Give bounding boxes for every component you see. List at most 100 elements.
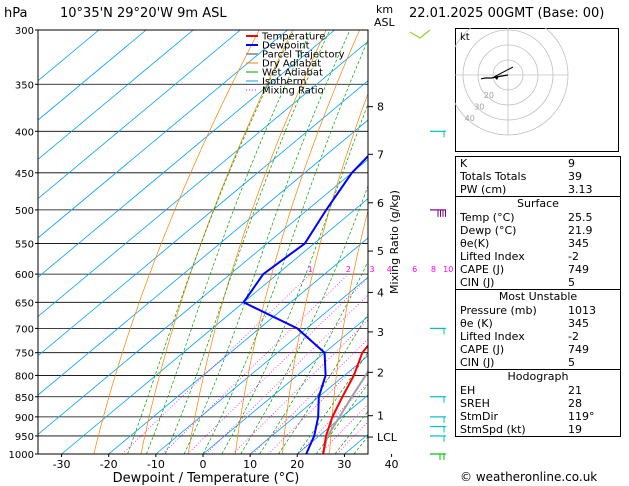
dry-adiabat-line [187,30,327,454]
index-row: CIN (J) 5 [456,276,620,289]
hodograph-ring-label: 30 [474,103,484,112]
index-label: PW (cm) [460,183,507,196]
index-row: θe (K) 345 [456,317,620,330]
temperature-tick-label: -30 [53,458,71,471]
index-label: CIN (J) [460,356,495,369]
height-tick-label: 1 [377,410,384,423]
mixing-ratio-label: 1 [308,265,313,274]
index-value: 3.13 [568,183,593,196]
index-label: Pressure (mb) [460,304,537,317]
hodograph-unit: kt [460,32,470,43]
index-value: 21.9 [568,224,593,237]
hpa-label: hPa [4,6,28,21]
index-value: 749 [568,343,589,356]
hodograph-trace [480,66,514,80]
height-tick-label: LCL [377,431,398,444]
chart-grid [38,30,368,454]
credit: © weatheronline.co.uk [460,470,598,484]
isotherm-line [249,355,368,454]
wet-adiabat-line [240,184,368,454]
location-title: 10°35'N 29°20'W 9m ASL [60,6,227,21]
mixing-ratio-line [252,338,368,454]
index-label: EH [460,384,476,397]
dry-adiabat-line [329,209,368,454]
unstable-title: Most Unstable [456,289,620,304]
index-value: 1013 [568,304,596,317]
x-axis-label: Dewpoint / Temperature (°C) [113,471,300,486]
index-label: Totals Totals [460,170,527,183]
storm-motion-arrowhead [494,76,499,80]
index-label: Lifted Index [460,250,525,263]
index-value: 39 [568,170,582,183]
isotherm-line [38,80,368,357]
wet-adiabat-line [127,30,295,454]
legend-entry: Temperature [261,32,325,43]
legend-entry: Dewpoint [262,41,310,52]
dry-adiabat-line [234,30,360,454]
pressure-tick-label: 700 [15,324,34,335]
index-value: -2 [568,250,579,263]
hodograph-frame [455,28,619,152]
isotherm-line [38,30,147,121]
isotherm-line [38,158,368,435]
index-label: Temp (°C) [460,211,515,224]
wet-adiabat-line [146,30,312,454]
pressure-tick-label: 1000 [9,450,34,461]
index-label: CAPE (J) [460,343,505,356]
index-label: CAPE (J) [460,263,505,276]
index-label: CIN (J) [460,276,495,289]
wet-adiabat-line [202,39,368,454]
index-label: K [460,157,468,170]
mixing-ratio-line [162,273,349,454]
index-row: CIN (J) 5 [456,356,620,369]
mixing-ratio-label: 10 [443,265,453,274]
isotherm-line [38,30,335,278]
index-row: Dewp (°C) 21.9 [456,224,620,237]
legend-entry: Isotherm [262,77,306,88]
hodograph-indices: EH 21 SREH 28 StmDir 119° StmSpd (kt) 19 [456,384,620,436]
mixing-ratio-line [187,277,368,454]
index-row: Temp (°C) 25.5 [456,211,620,224]
wet-adiabat-line [221,103,368,454]
index-label: Dewp (°C) [460,224,517,237]
index-row: Lifted Index -2 [456,330,620,343]
pressure-tick-label: 500 [15,206,34,217]
height-tick-label: 3 [377,326,384,339]
index-row: EH 21 [456,384,620,397]
pressure-tick-label: 550 [15,239,34,250]
index-row: CAPE (J) 749 [456,343,620,356]
isotherm-line [38,30,241,200]
parcel-trajectory-line [322,369,368,454]
hodograph-ring-label: 40 [465,114,475,123]
isotherm-line [202,315,368,454]
index-value: 21 [568,384,582,397]
mixing-ratio-line [205,294,368,454]
height-tick-label: 5 [377,245,384,258]
index-row: StmDir 119° [456,410,620,423]
mixing-ratio-label: 2 [346,265,351,274]
index-value: 5 [568,276,575,289]
index-row: θe(K) 345 [456,237,620,250]
asl-label: ASL [374,16,395,29]
temperature-tick-label: 40 [385,458,399,471]
wet-adiabat-line [183,30,351,454]
index-value: 5 [568,356,575,369]
index-value: 25.5 [568,211,593,224]
pressure-axis: 300 350 400 450 500 550 600 650 700 750 800 850 900 9… [9,26,38,461]
height-tick-label: 8 [377,101,384,114]
index-value: 345 [568,317,589,330]
height-tick-label: 6 [377,197,384,210]
pressure-tick-label: 850 [15,393,34,404]
index-row: Totals Totals 39 [456,170,620,183]
index-row: Lifted Index -2 [456,250,620,263]
surface-indices: Temp (°C) 25.5 Dewp (°C) 21.9 θe(K) 345 Lifted… [456,211,620,289]
index-value: 9 [568,157,575,170]
wet-adiabat-line [278,313,368,454]
temperature-tick-label: 0 [200,458,207,471]
mixing-ratio-line [336,421,368,454]
temperature-tick-label: 20 [290,458,304,471]
mixing-ratio-label: 3 [369,265,374,274]
dry-adiabat-line [93,30,260,454]
